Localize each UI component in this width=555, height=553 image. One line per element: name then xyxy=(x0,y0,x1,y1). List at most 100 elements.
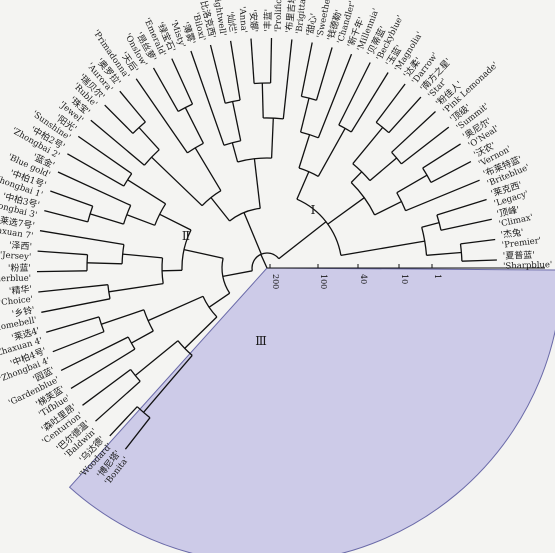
branch-line xyxy=(396,174,428,194)
branch-line xyxy=(109,406,138,437)
leaf-label-zh: '杰兔' xyxy=(500,226,524,241)
branch-line xyxy=(210,197,231,222)
branch-line xyxy=(270,118,274,159)
branch-line xyxy=(243,212,262,255)
leaf-label-en: 'Powderblue' xyxy=(0,274,31,285)
scale-tick-label: 100 xyxy=(319,274,328,289)
branch-line xyxy=(39,230,125,246)
group-label-1: Ⅰ xyxy=(311,203,316,217)
leaf-label-en: 'Anna' xyxy=(237,6,249,33)
branch-line xyxy=(401,126,450,165)
branch-line xyxy=(391,111,436,153)
branch-line xyxy=(183,248,224,259)
branch-line xyxy=(161,269,183,272)
branch-arc xyxy=(122,205,132,225)
branch-line xyxy=(57,171,131,206)
branch-line xyxy=(52,331,105,353)
leaf-label-en: 'Premier' xyxy=(501,236,541,251)
leaf-label: '粉蓝''Powderblue' xyxy=(0,262,31,285)
leaf-label-en: 'Brigitta' xyxy=(295,0,309,35)
leaf-label: '精华''Choice' xyxy=(0,283,34,308)
branch-line xyxy=(82,368,131,406)
branch-line xyxy=(298,134,311,169)
branch-line xyxy=(101,309,145,325)
branch-line xyxy=(70,348,136,389)
branch-line xyxy=(138,127,160,151)
leaf-label-en: 'Prolific' xyxy=(274,0,285,32)
branch-arc xyxy=(459,243,463,262)
branch-line xyxy=(229,40,241,101)
branch-line xyxy=(296,171,310,200)
branch-line xyxy=(108,282,164,293)
branch-line xyxy=(50,190,93,207)
scale-tick-label: 10 xyxy=(400,274,409,284)
branch-line xyxy=(231,142,239,163)
branch-line xyxy=(430,161,472,183)
branch-line xyxy=(253,158,261,209)
branch-line xyxy=(38,284,108,293)
branch-line xyxy=(60,336,129,371)
root-stem xyxy=(260,254,268,269)
leaf-label: '夏普蓝''Sharpblue' xyxy=(503,249,553,272)
branch-line xyxy=(135,78,188,154)
branch-line xyxy=(300,42,313,97)
branch-line xyxy=(194,147,222,192)
branch-line xyxy=(421,221,440,228)
scale-tick-label: 1 xyxy=(433,274,442,279)
branch-line xyxy=(440,218,492,231)
distance-scale: 200 100 40 10 1 xyxy=(267,264,545,289)
branch-line xyxy=(36,270,88,273)
branch-line xyxy=(405,179,480,212)
branch-line xyxy=(37,250,88,256)
branch-line xyxy=(317,53,353,139)
branch-line xyxy=(388,96,422,134)
branch-line xyxy=(278,221,327,260)
branch-line xyxy=(147,295,204,322)
branch-line xyxy=(143,354,193,413)
branch-arc xyxy=(350,182,376,216)
branch-arc xyxy=(181,229,192,271)
branch-line xyxy=(269,37,273,84)
branch-line xyxy=(89,213,124,225)
branch-arc xyxy=(132,121,146,134)
leaf-label-zh: '粉蓝' xyxy=(8,262,31,274)
leaf-label-zh: '灿烂' xyxy=(224,11,239,36)
group-label-3: Ⅲ xyxy=(255,334,267,348)
branch-line xyxy=(131,330,154,344)
branch-line xyxy=(209,44,226,104)
branch-line xyxy=(426,251,462,256)
branch-line xyxy=(124,417,151,450)
leaf-label: '丰蓝' 'Prolific' xyxy=(262,0,285,32)
branch-line xyxy=(77,135,133,175)
leaf-label-en: 'Jersey' xyxy=(0,250,31,262)
leaf-label-zh: '顶峰' xyxy=(496,204,521,220)
branch-line xyxy=(317,128,346,177)
branch-line xyxy=(327,197,365,225)
branch-line xyxy=(261,83,264,119)
leaf-label-zh: '丰蓝' xyxy=(262,9,274,32)
branch-line xyxy=(222,270,253,278)
branch-line xyxy=(208,292,231,308)
leaf-label-zh: '夏普蓝' xyxy=(503,249,535,262)
branch-arc xyxy=(296,198,342,256)
leaf-label-zh: '精华' xyxy=(8,283,32,297)
branch-line xyxy=(151,156,203,207)
branch-arc xyxy=(127,336,136,350)
branch-line xyxy=(184,316,218,349)
branch-line xyxy=(460,238,496,245)
leaf-label: '布里吉塔''Brigitta' xyxy=(283,0,309,35)
leaf-label-zh: '布里吉塔' xyxy=(283,0,299,34)
branch-line xyxy=(152,67,179,112)
branch-line xyxy=(122,253,163,259)
branch-line xyxy=(126,214,156,226)
branch-line xyxy=(159,213,192,231)
branch-line xyxy=(369,157,398,182)
branch-arc xyxy=(421,227,428,256)
branch-line xyxy=(41,298,111,313)
cluster-3-highlight xyxy=(68,267,555,553)
branch-line xyxy=(350,171,363,183)
branch-line xyxy=(374,201,402,216)
branch-line xyxy=(67,153,125,187)
leaf-label: '杰兔''Premier' xyxy=(500,226,542,251)
